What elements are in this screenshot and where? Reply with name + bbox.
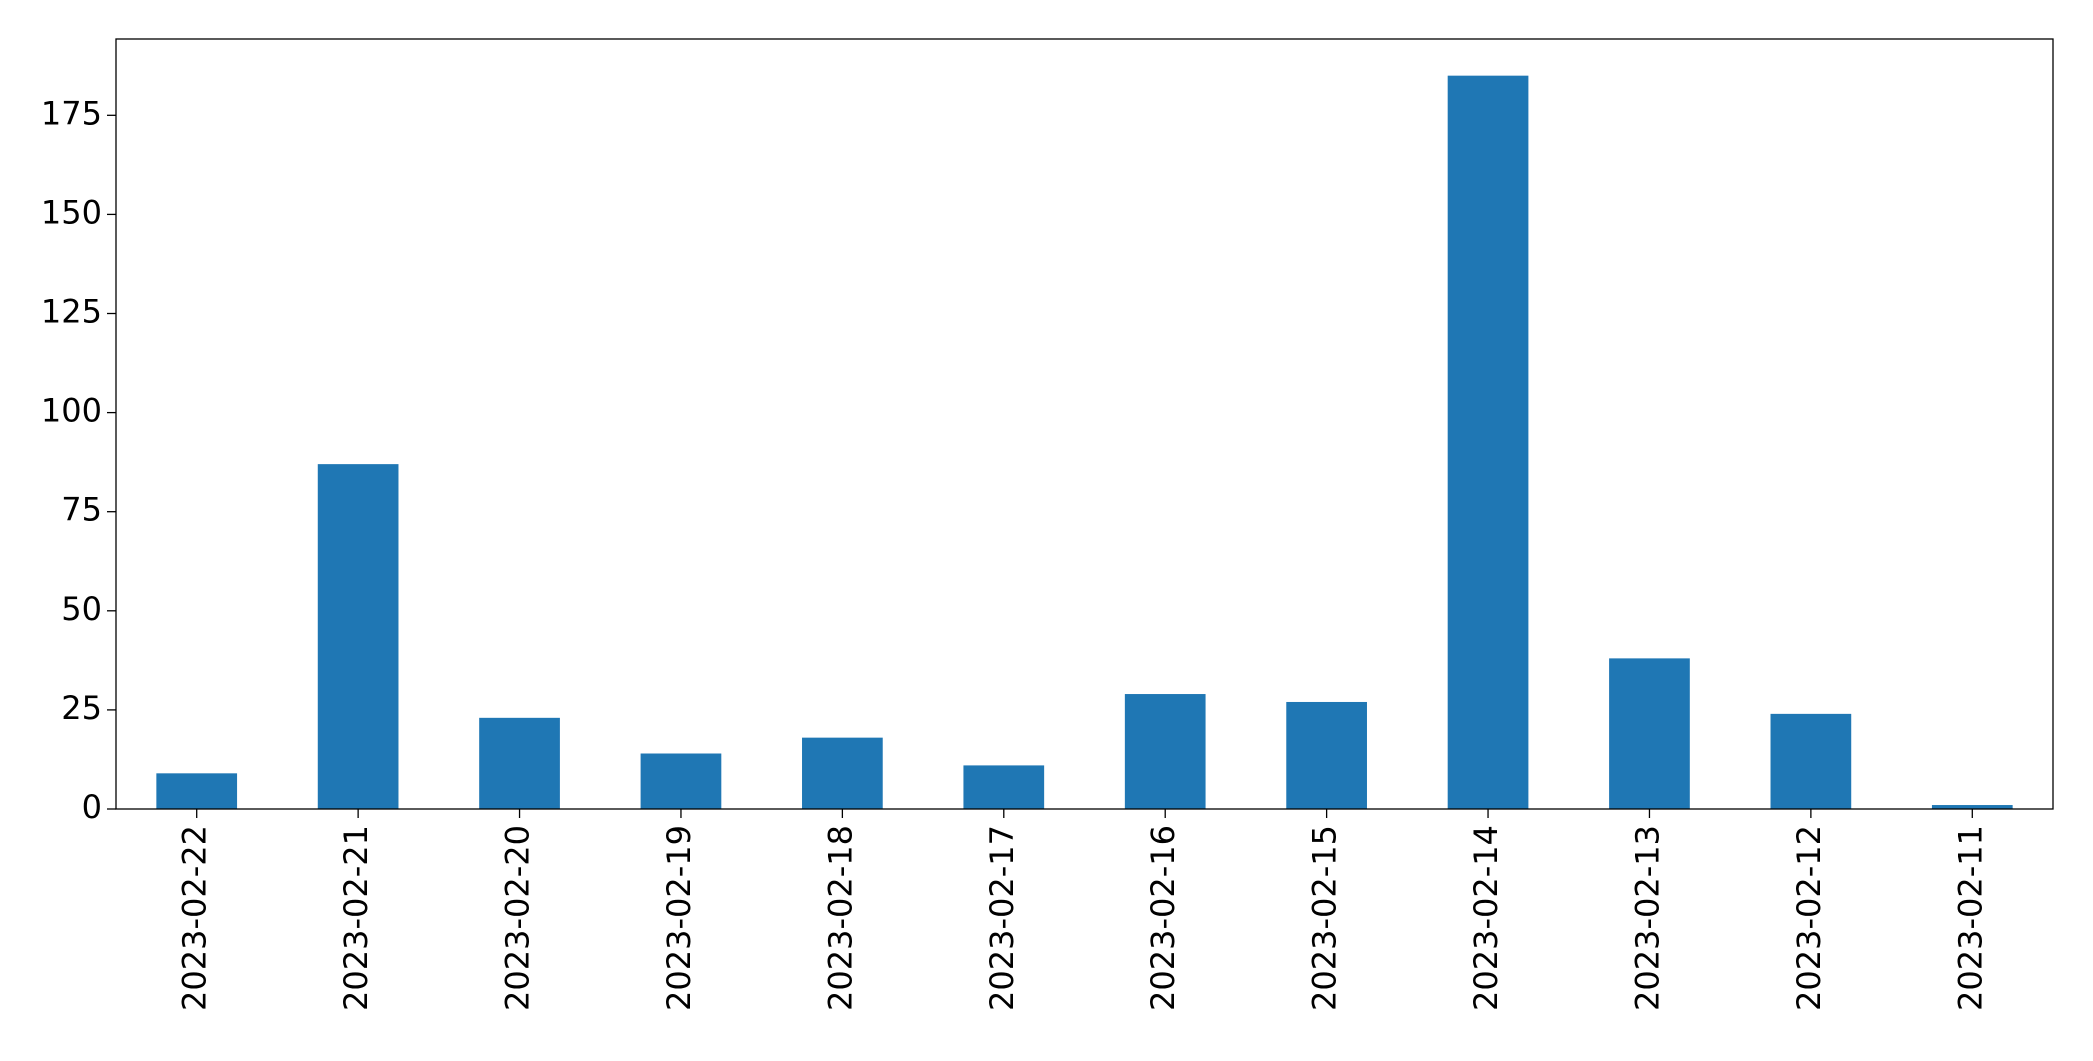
- x-tick-label: 2023-02-15: [1306, 825, 1344, 1011]
- x-tick-label: 2023-02-21: [337, 825, 375, 1011]
- y-tick-label: 150: [41, 193, 102, 231]
- y-tick-label: 0: [82, 788, 102, 826]
- y-tick-label: 175: [41, 94, 102, 132]
- bar: [1931, 805, 2013, 809]
- x-tick-label: 2023-02-18: [821, 825, 859, 1011]
- x-tick-label: 2023-02-22: [176, 825, 214, 1011]
- bar: [802, 737, 883, 809]
- bar: [1286, 701, 1367, 809]
- bar: [963, 765, 1045, 809]
- x-tick-label: 2023-02-14: [1467, 825, 1505, 1011]
- bar: [156, 773, 238, 809]
- y-tick-label: 75: [61, 491, 102, 529]
- bar: [1124, 694, 1206, 809]
- y-tick-label: 50: [61, 590, 102, 628]
- x-tick-label: 2023-02-13: [1628, 825, 1666, 1011]
- bar: [1770, 713, 1852, 809]
- x-tick-label: 2023-02-11: [1951, 825, 1989, 1011]
- bar: [1447, 75, 1529, 809]
- bar: [640, 753, 722, 809]
- x-tick-label: 2023-02-19: [660, 825, 698, 1011]
- bar: [479, 717, 560, 809]
- bar: [317, 464, 399, 809]
- bar: [1609, 658, 1690, 809]
- x-tick-label: 2023-02-16: [1144, 825, 1182, 1011]
- plot-frame: [115, 38, 2054, 810]
- x-tick-label: 2023-02-12: [1790, 825, 1828, 1011]
- y-tick-label: 25: [61, 689, 102, 727]
- x-tick-label: 2023-02-20: [499, 825, 537, 1011]
- x-tick-label: 2023-02-17: [983, 825, 1021, 1011]
- y-tick-label: 125: [41, 293, 102, 331]
- y-tick-label: 100: [41, 392, 102, 430]
